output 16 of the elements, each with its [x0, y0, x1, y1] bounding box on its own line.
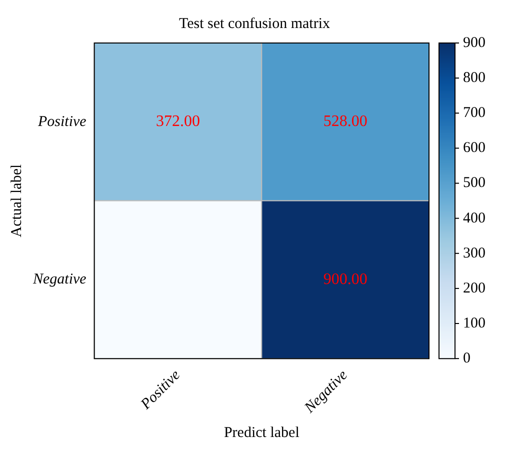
y-axis-title: Actual label: [8, 164, 25, 238]
color-bar-label: 300: [463, 245, 486, 262]
color-bar-label: 600: [463, 140, 486, 156]
color-bar-label: 900: [463, 34, 486, 51]
data-label: 900.00: [323, 270, 368, 288]
x-axis-title: Predict label: [224, 424, 300, 441]
color-bar-label: 700: [463, 105, 486, 122]
color-bar-label: 100: [463, 315, 486, 332]
color-bar-label: 200: [463, 280, 486, 296]
color-bar-label: 400: [463, 210, 486, 226]
chart-title: Test set confusion matrix: [178, 16, 330, 32]
color-bar-label: 800: [463, 70, 486, 86]
data-label: 372.00: [156, 113, 200, 130]
color-bar-label: 0: [463, 350, 470, 367]
data-label: 528.00: [323, 113, 368, 130]
color-bar-label: 500: [463, 175, 486, 192]
